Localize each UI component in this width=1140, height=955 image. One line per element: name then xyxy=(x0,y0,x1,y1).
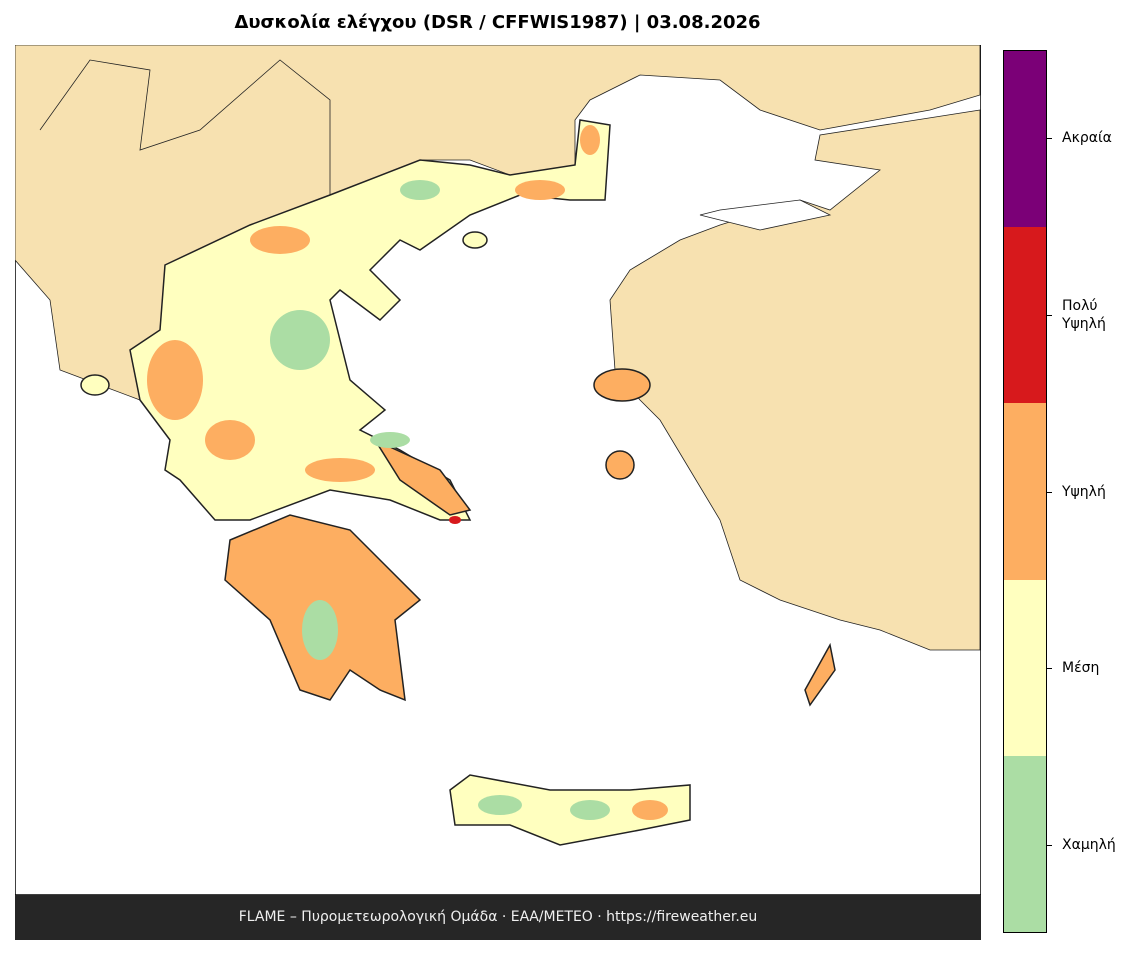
colorbar-segment xyxy=(1004,579,1046,756)
patch xyxy=(449,516,461,524)
colorbar-label: Μέση xyxy=(1062,660,1100,677)
map-title: Δυσκολία ελέγχου (DSR / CFFWIS1987) | 03… xyxy=(234,12,761,33)
patch xyxy=(205,420,255,460)
balkans xyxy=(15,45,981,401)
patch xyxy=(580,125,600,155)
evia xyxy=(373,438,472,516)
patch xyxy=(147,340,203,420)
patch xyxy=(515,180,565,200)
colorbar-tick xyxy=(1047,668,1052,670)
lesvos xyxy=(593,368,651,402)
colorbar-segment xyxy=(1004,755,1046,933)
rhodes xyxy=(804,642,836,707)
footer: FLAME – Πυρομετεωρολογική Ομάδα · ΕΑΑ/ME… xyxy=(15,895,981,940)
colorbar-tick xyxy=(1047,844,1052,846)
colorbar xyxy=(1003,50,1047,933)
colorbar-tick xyxy=(1047,138,1052,140)
patch xyxy=(250,226,310,254)
patch xyxy=(478,795,522,815)
colorbar-segment xyxy=(1004,227,1046,404)
thasos xyxy=(462,231,488,249)
colorbar-segment xyxy=(1004,403,1046,580)
chios xyxy=(605,450,635,480)
colorbar-label: Χαμηλή xyxy=(1062,836,1116,853)
patch xyxy=(305,458,375,482)
marmara xyxy=(699,199,832,231)
class-patches xyxy=(147,125,668,820)
patch xyxy=(302,600,338,660)
patch xyxy=(270,310,330,370)
corfu xyxy=(80,374,110,396)
patch xyxy=(632,800,668,820)
colorbar-label: Υψηλή xyxy=(1062,483,1106,500)
mainland xyxy=(129,119,611,521)
colorbar-segment xyxy=(1004,51,1046,228)
patch xyxy=(400,180,440,200)
patch xyxy=(370,432,410,448)
borders xyxy=(39,59,331,195)
patch xyxy=(570,800,610,820)
colorbar-label: Πολύ Υψηλή xyxy=(1062,297,1106,332)
colorbar-tick xyxy=(1047,314,1052,316)
map xyxy=(15,45,981,895)
colorbar-tick xyxy=(1047,491,1052,493)
colorbar-label: Ακραία xyxy=(1062,130,1112,147)
